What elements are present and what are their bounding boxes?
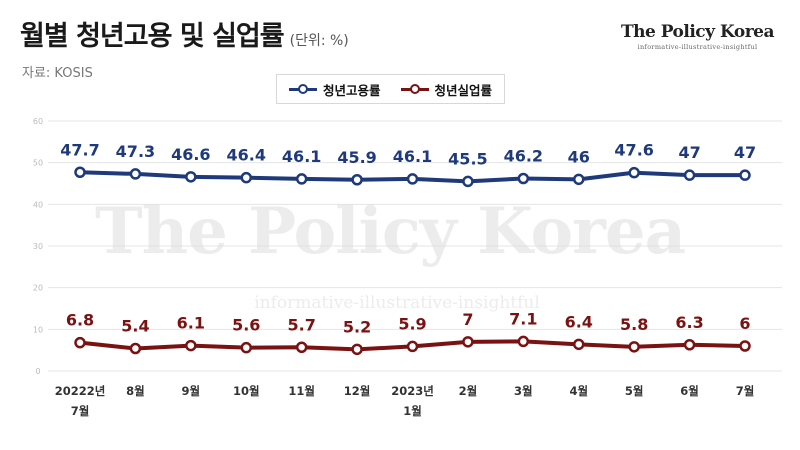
legend-label-employment: 청년고용률 [323, 82, 381, 98]
data-label-employment: 47 [734, 143, 756, 162]
data-point-employment [185, 171, 197, 183]
data-label-unemployment: 7 [462, 310, 473, 329]
data-point-employment [351, 174, 363, 186]
data-point-unemployment [185, 339, 197, 352]
x-tick-label: 11월 [288, 384, 315, 398]
data-point-unemployment [351, 343, 363, 356]
x-tick-label: 9월 [182, 384, 201, 398]
data-point-employment [74, 166, 86, 178]
data-point-unemployment [628, 341, 640, 353]
x-tick-label: 2023년 [391, 384, 434, 398]
data-label-employment: 46 [568, 147, 590, 166]
y-tick-label: 30 [33, 242, 43, 251]
x-tick-label: 2월 [459, 384, 478, 398]
data-point-unemployment [462, 336, 474, 348]
chart-title: 월별 청년고용 및 실업률 [20, 21, 285, 52]
data-label-employment: 46.1 [282, 147, 321, 166]
data-point-unemployment [683, 339, 696, 351]
data-point-employment [406, 173, 419, 185]
legend-swatch-unemployment [400, 84, 429, 94]
data-label-unemployment: 6.3 [675, 313, 703, 332]
data-label-unemployment: 5.2 [343, 317, 371, 336]
data-label-unemployment: 6.8 [66, 311, 94, 330]
x-tick-label: 7월 [736, 384, 755, 398]
unit-label: (단위: %) [289, 33, 349, 49]
data-label-unemployment: 7.1 [509, 309, 537, 328]
data-label-employment: 47.7 [60, 140, 99, 159]
data-point-unemployment [406, 340, 419, 353]
data-point-employment [295, 173, 308, 185]
data-point-employment [573, 173, 585, 186]
data-label-unemployment: 5.6 [232, 316, 260, 335]
data-label-unemployment: 5.8 [620, 315, 648, 334]
data-label-employment: 47.6 [614, 141, 653, 160]
data-label-employment: 46.6 [171, 145, 210, 164]
y-tick-label: 20 [33, 284, 43, 293]
data-label-employment: 46.2 [504, 147, 543, 166]
watermark-text: The Policy Korea [95, 194, 685, 269]
header: 월별 청년고용 및 실업률 (단위: %) [20, 14, 349, 53]
data-point-employment [739, 169, 751, 181]
x-tick-label: 4월 [569, 384, 588, 398]
data-label-unemployment: 6 [739, 314, 750, 333]
data-point-employment [683, 169, 696, 181]
data-label-employment: 47 [678, 143, 700, 162]
x-tick-label: 1월 [403, 404, 422, 418]
data-label-employment: 45.5 [448, 149, 487, 168]
data-point-unemployment [517, 335, 530, 348]
legend: 청년고용률 청년실업률 [276, 74, 506, 104]
data-point-employment [517, 172, 530, 185]
data-point-unemployment [74, 336, 86, 349]
source-label: 자료: KOSIS [22, 66, 93, 81]
data-point-employment [240, 171, 252, 184]
x-tick-label: 12월 [344, 384, 371, 398]
data-point-unemployment [240, 341, 252, 354]
y-tick-label: 10 [33, 325, 43, 334]
data-point-unemployment [129, 342, 142, 355]
brand-tagline: informative-illustrative-insightful [637, 43, 758, 51]
brand-name: The Policy Korea [620, 22, 775, 42]
watermark-tagline: informative-illustrative-insightful [254, 293, 540, 313]
y-tick-label: 50 [33, 159, 43, 168]
brand-logo: The Policy Korea informative-illustrativ… [620, 22, 775, 51]
y-tick-label: 0 [35, 367, 40, 376]
y-tick-label: 40 [33, 200, 43, 209]
legend-item-employment: 청년고용률 [289, 80, 381, 99]
data-label-employment: 46.1 [393, 147, 432, 166]
data-point-employment [462, 175, 474, 188]
y-tick-label: 60 [33, 117, 43, 126]
legend-swatch-employment [289, 84, 317, 94]
x-tick-label: 7월 [71, 404, 90, 418]
data-label-employment: 45.9 [337, 148, 376, 167]
data-label-employment: 47.3 [116, 142, 155, 161]
x-tick-label: 3월 [514, 384, 533, 398]
data-point-unemployment [739, 340, 751, 352]
data-label-employment: 46.4 [227, 146, 266, 165]
data-point-unemployment [295, 341, 308, 353]
x-tick-label: 5월 [625, 384, 644, 398]
data-label-unemployment: 5.9 [398, 314, 426, 333]
data-label-unemployment: 6.4 [565, 312, 593, 331]
x-tick-label: 6월 [680, 384, 699, 398]
data-label-unemployment: 5.4 [121, 317, 149, 336]
data-point-unemployment [573, 338, 585, 351]
data-label-unemployment: 5.7 [287, 315, 315, 334]
x-tick-label: 8월 [126, 384, 145, 398]
x-tick-label: 10월 [233, 384, 260, 398]
data-label-unemployment: 6.1 [177, 314, 205, 333]
data-point-employment [129, 168, 142, 180]
legend-label-unemployment: 청년실업률 [434, 82, 493, 98]
x-tick-label: 20222년 [55, 384, 106, 398]
legend-item-unemployment: 청년실업률 [400, 80, 493, 99]
data-point-employment [628, 166, 640, 179]
